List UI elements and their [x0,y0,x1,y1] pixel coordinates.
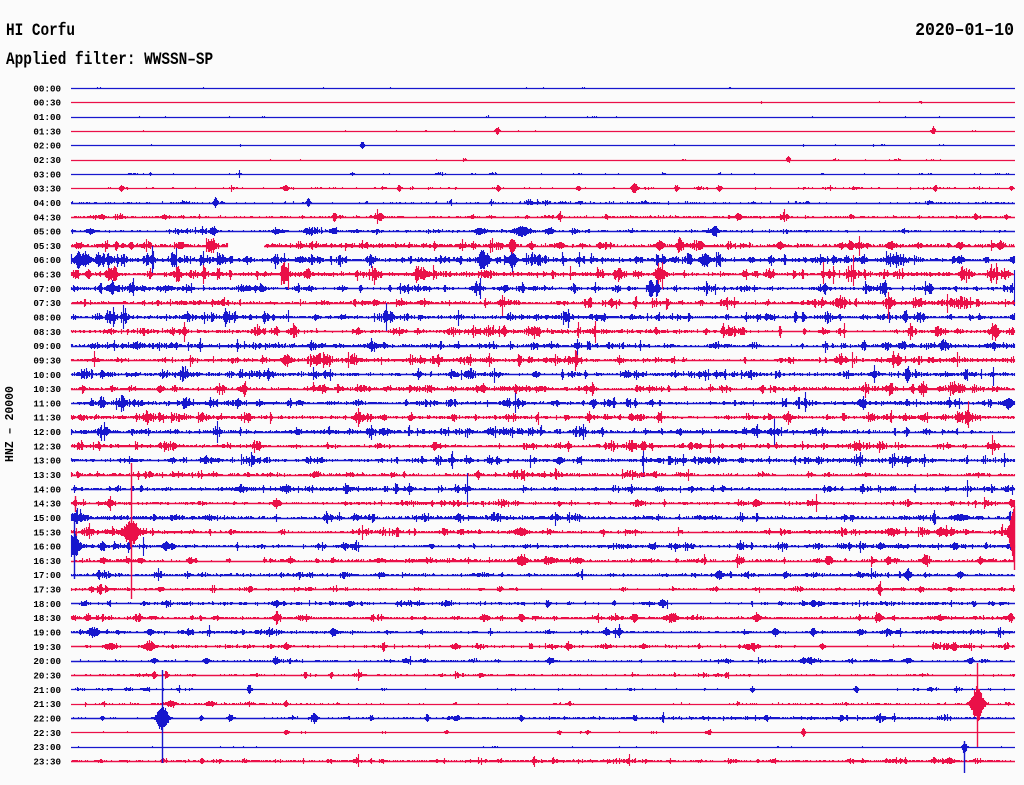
svg-text:11:30: 11:30 [33,413,61,424]
svg-text:14:00: 14:00 [33,484,61,495]
svg-text:01:30: 01:30 [33,126,61,137]
svg-text:08:00: 08:00 [33,313,61,324]
svg-text:18:30: 18:30 [33,613,61,624]
svg-text:07:30: 07:30 [33,298,61,309]
svg-text:12:30: 12:30 [33,441,61,452]
svg-text:18:00: 18:00 [33,599,61,610]
svg-text:02:30: 02:30 [33,155,61,166]
svg-text:Applied filter: WWSSN–SP: Applied filter: WWSSN–SP [6,50,213,70]
svg-text:22:30: 22:30 [33,728,61,739]
svg-text:21:30: 21:30 [33,699,61,710]
svg-text:03:30: 03:30 [33,184,61,195]
svg-text:04:30: 04:30 [33,212,61,223]
svg-text:20:00: 20:00 [33,656,61,667]
svg-text:HNZ – 20000: HNZ – 20000 [4,386,17,462]
svg-text:00:30: 00:30 [33,98,61,109]
svg-text:05:00: 05:00 [33,227,61,238]
svg-text:00:00: 00:00 [33,83,61,94]
svg-text:03:00: 03:00 [33,169,61,180]
svg-text:17:00: 17:00 [33,570,61,581]
svg-text:21:00: 21:00 [33,685,61,696]
svg-text:01:00: 01:00 [33,112,61,123]
svg-text:HI Corfu: HI Corfu [6,21,75,41]
svg-text:23:00: 23:00 [33,742,61,753]
svg-text:09:30: 09:30 [33,356,61,367]
svg-text:13:30: 13:30 [33,470,61,481]
svg-text:16:30: 16:30 [33,556,61,567]
svg-text:14:30: 14:30 [33,499,61,510]
svg-text:15:30: 15:30 [33,527,61,538]
svg-text:07:00: 07:00 [33,284,61,295]
svg-text:09:00: 09:00 [33,341,61,352]
svg-text:12:00: 12:00 [33,427,61,438]
svg-text:19:30: 19:30 [33,642,61,653]
svg-text:22:00: 22:00 [33,713,61,724]
svg-text:10:30: 10:30 [33,384,61,395]
svg-text:16:00: 16:00 [33,542,61,553]
svg-text:23:30: 23:30 [33,756,61,767]
svg-text:06:30: 06:30 [33,270,61,281]
svg-text:2020–01–10: 2020–01–10 [915,21,1014,41]
svg-text:19:00: 19:00 [33,628,61,639]
svg-text:11:00: 11:00 [33,398,61,409]
svg-text:08:30: 08:30 [33,327,61,338]
svg-text:17:30: 17:30 [33,585,61,596]
svg-text:06:00: 06:00 [33,255,61,266]
svg-text:13:00: 13:00 [33,456,61,467]
svg-text:02:00: 02:00 [33,141,61,152]
svg-text:10:00: 10:00 [33,370,61,381]
svg-text:04:00: 04:00 [33,198,61,209]
svg-text:05:30: 05:30 [33,241,61,252]
svg-text:15:00: 15:00 [33,513,61,524]
svg-text:20:30: 20:30 [33,671,61,682]
